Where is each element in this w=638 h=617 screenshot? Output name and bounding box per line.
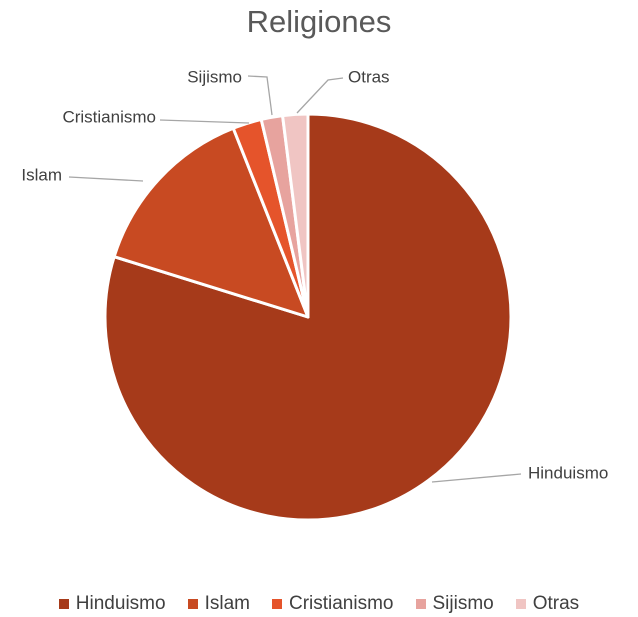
legend-swatch	[58, 599, 69, 609]
legend-label: Islam	[204, 593, 250, 614]
leader-line-hinduismo	[431, 473, 522, 483]
legend-label: Cristianismo	[288, 593, 394, 614]
legend-swatch	[271, 599, 282, 609]
legend-item-hinduismo: Hinduismo	[58, 593, 166, 615]
legend-swatch	[515, 599, 526, 609]
slice-label-otras: Otras	[348, 67, 390, 86]
leader-line-cristianismo	[159, 119, 250, 124]
pie-slice-islam	[112, 126, 310, 319]
legend-label: Hinduismo	[75, 593, 166, 614]
leader-lines	[68, 75, 522, 483]
legend-label: Sijismo	[432, 593, 494, 614]
slice-label-islam: Islam	[21, 165, 62, 184]
legend-label: Otras	[532, 593, 580, 614]
legend-item-otras: Otras	[515, 593, 580, 615]
pie-slice-otras	[281, 112, 310, 319]
slice-label-hinduismo: Hinduismo	[528, 463, 608, 482]
legend-swatch	[187, 599, 198, 609]
slice-label-sijismo: Sijismo	[187, 67, 242, 86]
pie-slices	[103, 112, 513, 522]
leader-line-otras	[296, 77, 344, 114]
slice-label-cristianismo: Cristianismo	[62, 107, 156, 126]
slice-labels: Hinduismo Islam Cristianismo Sijismo Otras	[21, 67, 608, 482]
chart-title: Religiones	[246, 4, 392, 39]
leader-line-islam	[68, 176, 144, 182]
legend-item-cristianismo: Cristianismo	[271, 593, 394, 615]
leader-line-sijismo	[247, 75, 273, 116]
legend-swatch	[415, 599, 426, 609]
legend-item-islam: Islam	[187, 593, 250, 615]
legend: Hinduismo Islam Cristianismo Sijismo Otr…	[0, 593, 638, 615]
legend-item-sijismo: Sijismo	[415, 593, 494, 615]
